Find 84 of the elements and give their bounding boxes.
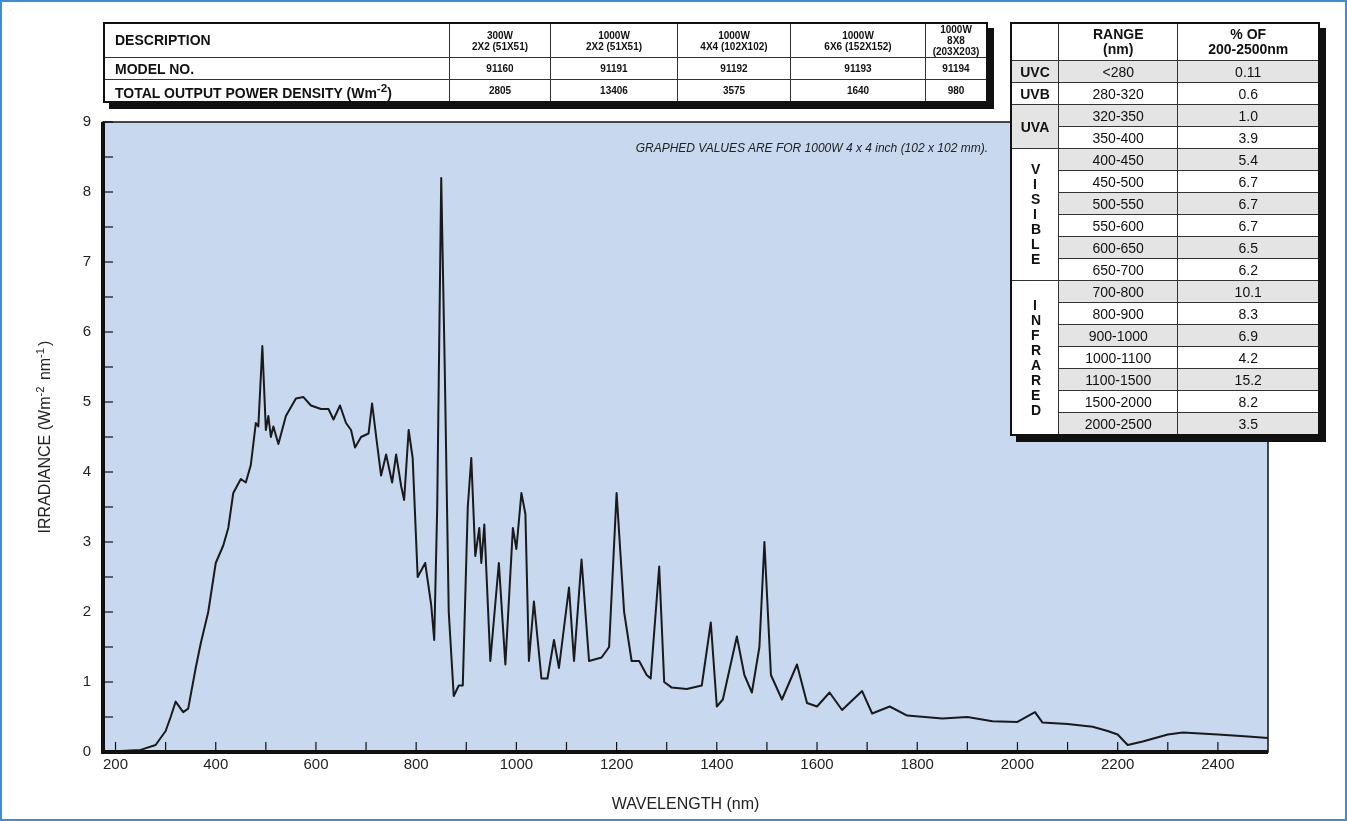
y-tick-label: 6 bbox=[82, 322, 91, 340]
text: 700-800 bbox=[1092, 283, 1144, 300]
text: 980 bbox=[947, 85, 965, 96]
text: 6.9 bbox=[1238, 327, 1258, 344]
category-label: VISIBLE bbox=[1031, 161, 1042, 267]
text: <280 bbox=[1102, 63, 1134, 80]
text: 3.5 bbox=[1238, 415, 1258, 432]
text: 1.0 bbox=[1238, 107, 1258, 124]
text: 2000-2500 bbox=[1084, 415, 1152, 432]
x-tick-label: 1400 bbox=[700, 755, 734, 773]
text: 1640 bbox=[846, 85, 870, 96]
x-axis-title: WAVELENGTH (nm) bbox=[611, 795, 760, 812]
text: 15.2 bbox=[1234, 371, 1262, 388]
text: 400-450 bbox=[1092, 151, 1144, 168]
text: 13406 bbox=[600, 85, 628, 96]
category-label: INFRARED bbox=[1031, 296, 1042, 418]
x-tick-label: 2400 bbox=[1201, 755, 1235, 773]
y-tick-label: 8 bbox=[82, 182, 91, 200]
y-tick-label: 9 bbox=[82, 112, 91, 130]
category-label: DESCRIPTION bbox=[104, 23, 450, 58]
category-label: 1000W 8X8 (203X203) bbox=[925, 23, 987, 58]
category-label: UVA bbox=[1020, 118, 1050, 135]
text: 6.5 bbox=[1238, 239, 1258, 256]
y-tick-label: 2 bbox=[82, 602, 91, 620]
text: 10.1 bbox=[1234, 283, 1262, 300]
category-label: 300W 2X2 (51X51) bbox=[449, 23, 551, 58]
x-tick-label: 400 bbox=[203, 755, 229, 773]
text: 6.7 bbox=[1238, 173, 1258, 190]
category-label: RANGE (nm) bbox=[1058, 23, 1178, 61]
text: 650-700 bbox=[1092, 261, 1144, 278]
text: 4.2 bbox=[1238, 349, 1258, 366]
x-tick-label: 1800 bbox=[900, 755, 934, 773]
text: 450-500 bbox=[1092, 173, 1144, 190]
text: 280-320 bbox=[1092, 85, 1144, 102]
category-label: TOTAL OUTPUT POWER DENSITY (Wm$^{-2}$) bbox=[115, 80, 392, 101]
x-tick-label: 1200 bbox=[599, 755, 634, 773]
text: 8.2 bbox=[1238, 393, 1258, 410]
text: 3575 bbox=[722, 85, 746, 96]
x-tick-label: 2000 bbox=[1000, 755, 1035, 773]
text: 350-400 bbox=[1092, 129, 1144, 146]
x-tick-label: 600 bbox=[303, 755, 329, 773]
category-label: UVB bbox=[1020, 85, 1050, 102]
text: 0.6 bbox=[1238, 85, 1258, 102]
text: 800-900 bbox=[1092, 305, 1144, 322]
x-tick-label: 200 bbox=[103, 755, 129, 773]
text: 1000-1100 bbox=[1085, 349, 1152, 366]
x-tick-label: 2200 bbox=[1100, 755, 1135, 773]
text: 1500-2000 bbox=[1084, 393, 1152, 410]
text: 6.7 bbox=[1238, 195, 1258, 212]
y-tick-label: 5 bbox=[82, 392, 91, 410]
y-tick-label: 0 bbox=[82, 742, 91, 760]
category-label: % OF 200-2500nm bbox=[1177, 23, 1319, 61]
text: 600-650 bbox=[1092, 239, 1144, 256]
x-tick-label: 1000 bbox=[499, 755, 534, 773]
text: 91160 bbox=[486, 63, 514, 74]
text: 0.11 bbox=[1235, 63, 1262, 80]
y-tick-label: 3 bbox=[82, 532, 91, 550]
y-tick-label: 7 bbox=[82, 252, 91, 270]
text: 1100-1500 bbox=[1085, 371, 1152, 388]
category-label: 1000W 4X4 (102X102) bbox=[677, 23, 791, 58]
y-tick-label: 1 bbox=[82, 672, 91, 690]
category-label: 1000W 6X6 (152X152) bbox=[790, 23, 926, 58]
annotation: GRAPHED VALUES ARE FOR 1000W 4 x 4 inch (102 x 102 mm). bbox=[635, 141, 988, 155]
text: 550-600 bbox=[1092, 217, 1144, 234]
text: 2805 bbox=[488, 85, 512, 96]
text: 5.4 bbox=[1238, 151, 1258, 168]
text: 6.7 bbox=[1238, 217, 1258, 234]
text: 91192 bbox=[720, 63, 748, 74]
text: 8.3 bbox=[1238, 305, 1258, 322]
text: 91194 bbox=[942, 63, 970, 74]
x-tick-label: 1600 bbox=[800, 755, 834, 773]
x-tick-label: 800 bbox=[403, 755, 429, 773]
y-axis-title: IRRADIANCE (Wm-2 nm-1) bbox=[33, 340, 53, 534]
text: 900-1000 bbox=[1088, 327, 1148, 344]
category-label: 1000W 2X2 (51X51) bbox=[550, 23, 678, 58]
text: 500-550 bbox=[1092, 195, 1144, 212]
text: 3.9 bbox=[1238, 129, 1258, 146]
category-label: UVC bbox=[1020, 63, 1050, 80]
y-tick-label: 4 bbox=[82, 462, 91, 480]
category-label: MODEL NO. bbox=[115, 60, 195, 77]
text: 6.2 bbox=[1238, 261, 1258, 278]
text: 91191 bbox=[600, 63, 628, 74]
text: 320-350 bbox=[1092, 107, 1144, 124]
text: 91193 bbox=[844, 63, 872, 74]
